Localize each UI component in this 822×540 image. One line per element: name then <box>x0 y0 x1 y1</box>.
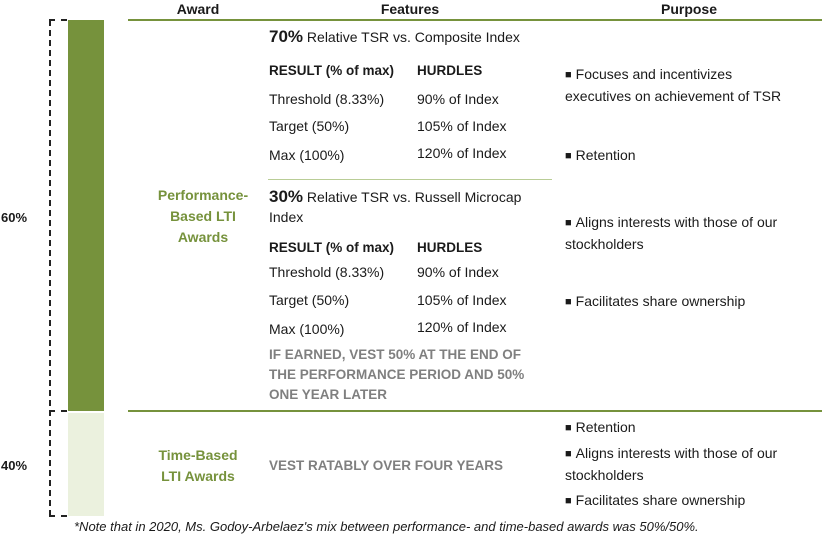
performance-bar <box>68 20 104 411</box>
header-underline <box>128 19 822 21</box>
composite-row-result: Max (100%) <box>269 147 345 163</box>
purpose-item: ■ Aligns interests with those of our stoc… <box>565 445 778 483</box>
bracket-line <box>49 20 51 516</box>
header-purpose: Purpose <box>660 1 717 17</box>
russell-row-hurdle: 120% of Index <box>417 319 507 335</box>
footnote: *Note that in 2020, Ms. Godoy-Arbelaez's… <box>74 519 699 534</box>
composite-row-result: Target (50%) <box>269 118 350 134</box>
composite-col-hurdles: HURDLES <box>417 63 483 78</box>
vesting-time: VEST RATABLY OVER FOUR YEARS <box>269 458 504 473</box>
bracket-tick-bottom <box>49 515 67 517</box>
award-performance: Performance- Based LTI Awards <box>157 187 249 245</box>
percent-time: 40% <box>1 458 28 473</box>
purpose-item: ■ Aligns interests with those of our stoc… <box>565 214 778 252</box>
russell-col-hurdles: HURDLES <box>417 240 483 255</box>
bracket-tick-middle <box>49 410 67 412</box>
purpose-item: ■ Retention <box>565 419 636 435</box>
header-features: Features <box>380 1 440 17</box>
russell-col-result: RESULT (% of max) <box>269 240 395 255</box>
russell-row-result: Threshold (8.33%) <box>269 264 385 280</box>
percent-performance: 60% <box>1 210 28 225</box>
section-divider <box>128 410 822 412</box>
composite-title: 70% Relative TSR vs. Composite Index <box>269 27 520 46</box>
purpose-item: ■ Facilitates share ownership <box>565 492 746 508</box>
russell-title: 30% Relative TSR vs. Russell Microcap In… <box>269 187 522 226</box>
composite-row-hurdle: 105% of Index <box>417 118 507 134</box>
purpose-item: ■ Retention <box>565 147 636 163</box>
purpose-item: ■ Facilitates share ownership <box>565 293 746 309</box>
composite-row-hurdle: 90% of Index <box>417 91 499 107</box>
vesting-performance: IF EARNED, VEST 50% AT THE END OF THE PE… <box>269 347 525 402</box>
composite-col-result: RESULT (% of max) <box>269 63 395 78</box>
composite-row-result: Threshold (8.33%) <box>269 91 385 107</box>
russell-row-result: Target (50%) <box>269 292 350 308</box>
features-divider <box>268 179 552 180</box>
bracket-tick-top <box>49 19 67 21</box>
composite-row-hurdle: 120% of Index <box>417 145 507 161</box>
russell-row-hurdle: 90% of Index <box>417 264 499 280</box>
russell-row-result: Max (100%) <box>269 321 345 337</box>
russell-row-hurdle: 105% of Index <box>417 292 507 308</box>
time-bar <box>68 413 104 516</box>
award-time: Time-Based LTI Awards <box>158 447 238 484</box>
purpose-item: ■ Focuses and incentivizes executives on … <box>565 66 782 104</box>
header-award: Award <box>176 1 220 17</box>
